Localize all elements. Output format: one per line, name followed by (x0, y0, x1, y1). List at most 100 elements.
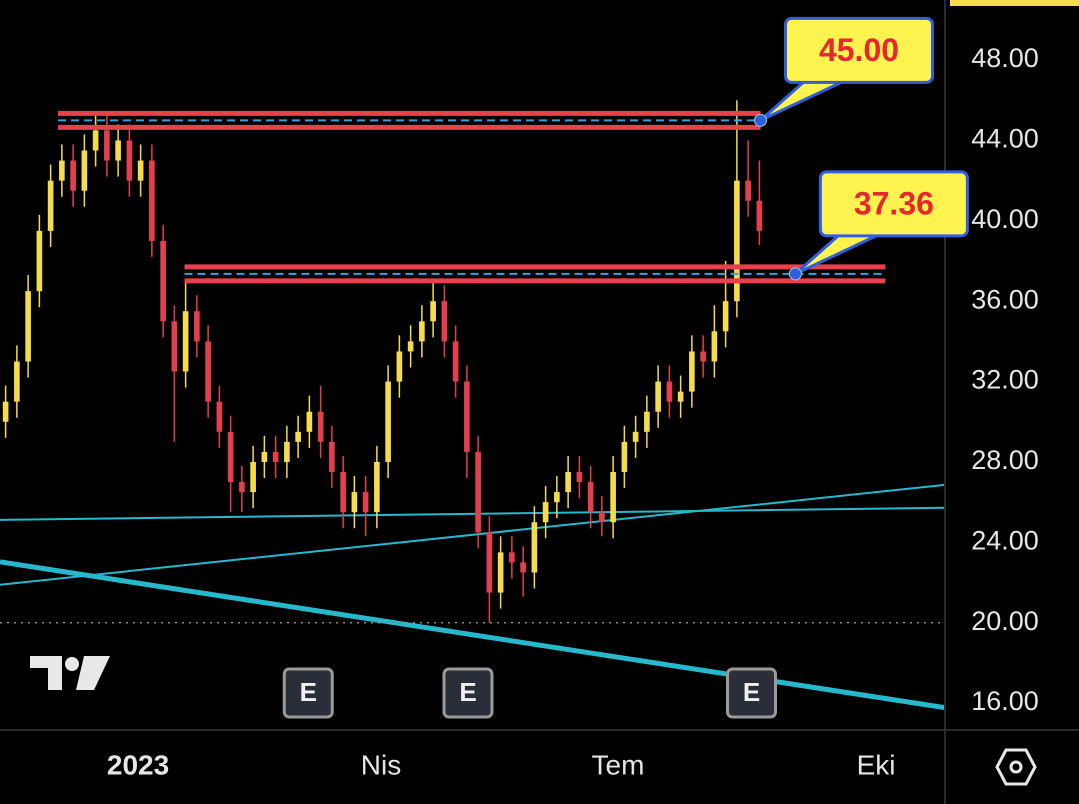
candle-body (59, 160, 65, 181)
candle-body (47, 180, 54, 231)
y-tick-label: 16.00 (971, 686, 1039, 716)
candle-body (329, 441, 335, 472)
candle-body (14, 361, 20, 402)
candle-body (25, 291, 31, 362)
candle-body (295, 431, 301, 442)
candle-body (104, 130, 110, 161)
candle-body (554, 492, 560, 503)
candle-body (227, 431, 234, 483)
candle-body (464, 381, 470, 452)
event-label: E (300, 677, 317, 707)
callout-anchor (754, 113, 767, 127)
candle-body (452, 341, 459, 382)
candle-body (610, 471, 616, 523)
y-tick-label: 20.00 (971, 606, 1039, 636)
candle-body (362, 492, 369, 513)
event-marker (726, 667, 777, 719)
candle-body (396, 351, 403, 382)
candle-body (149, 160, 155, 241)
logo (30, 656, 110, 690)
callout-label: 45.00 (819, 32, 899, 68)
candle-body (2, 401, 9, 422)
candle-body (92, 130, 99, 151)
x-tick-label: Eki (857, 749, 896, 780)
candle-body (374, 461, 380, 513)
trend-line (0, 559, 945, 711)
callout-box (784, 16, 934, 84)
candle-body (171, 321, 178, 372)
candle-body (306, 411, 313, 432)
candle-body (272, 451, 279, 462)
callout-box (818, 170, 969, 238)
candle-body (700, 351, 706, 362)
candle-body (430, 301, 436, 322)
candle-body (587, 482, 594, 513)
y-tick-label: 36.00 (971, 284, 1039, 314)
candle-body (497, 552, 504, 593)
candle-body (340, 471, 346, 513)
candle-body (351, 492, 358, 513)
y-tick-label: 24.00 (971, 525, 1039, 555)
event-label: E (743, 677, 760, 707)
candle-body (126, 140, 133, 181)
y-tick-label: 28.00 (971, 445, 1039, 475)
x-tick-label: Tem (592, 749, 645, 780)
candle-body (666, 381, 673, 402)
candle-body (745, 180, 751, 201)
candle-body (115, 140, 121, 161)
y-tick-label: 48.00 (971, 43, 1039, 73)
event-label: E (459, 677, 476, 707)
event-marker (282, 667, 334, 719)
candle-body (531, 522, 538, 573)
candle-body (677, 391, 684, 402)
candle-body (734, 180, 740, 302)
settings-button[interactable] (995, 748, 1037, 786)
candle-body (621, 441, 628, 472)
candle-body (644, 411, 650, 432)
price-tag-edge (950, 0, 1079, 6)
candle-body (194, 311, 200, 342)
y-tick-label: 44.00 (971, 124, 1039, 154)
candle-body (407, 341, 414, 352)
candle-body (70, 160, 76, 191)
candle-body (36, 230, 43, 292)
candle-body (509, 552, 515, 563)
candle-body (756, 200, 763, 231)
candle-body (261, 451, 268, 462)
candle-body (182, 311, 189, 372)
candle-body (599, 512, 605, 523)
candle-body (520, 562, 526, 573)
candle-body (711, 331, 718, 362)
candle-body (216, 401, 223, 432)
candle-body (486, 532, 493, 593)
candle-body (576, 471, 583, 483)
candle-body (137, 160, 144, 181)
y-tick-label: 32.00 (971, 365, 1039, 395)
candle-body (542, 502, 549, 523)
candle-body (722, 301, 729, 332)
x-tick-label: 2023 (107, 749, 169, 780)
candle-body (419, 321, 425, 342)
overlay: 45.00 37.36 E E E (58, 16, 969, 719)
candle-body (385, 381, 391, 462)
trend-line (0, 506, 945, 521)
candle-body (160, 240, 166, 322)
trend-line (0, 483, 945, 586)
callout-label: 37.36 (854, 185, 934, 221)
candle-body (239, 482, 245, 493)
plot-area (0, 100, 945, 711)
x-tick-label: Nis (361, 749, 401, 780)
candle-body (317, 411, 324, 442)
candle-body (441, 301, 448, 342)
candle-body (655, 381, 661, 412)
candle-body (565, 471, 571, 493)
event-marker (442, 667, 494, 719)
candle-body (205, 341, 211, 402)
candle-body (475, 451, 481, 533)
y-tick-label: 40.00 (971, 204, 1039, 234)
candle-body (250, 461, 256, 493)
candle-body (284, 441, 290, 462)
callout-anchor (788, 267, 802, 281)
